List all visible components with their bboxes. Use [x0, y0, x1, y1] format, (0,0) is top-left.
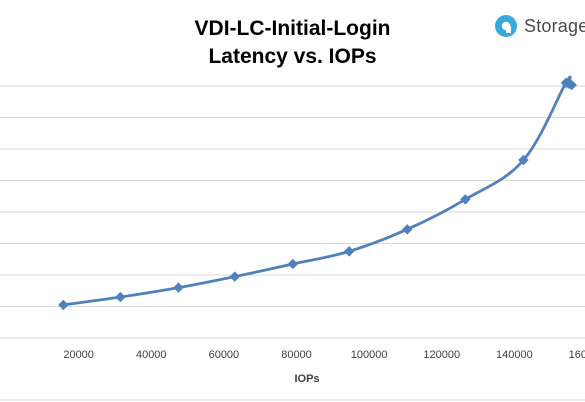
data-point: [402, 224, 413, 235]
chart-title: VDI-LC-Initial-Login: [194, 17, 391, 40]
x-tick-label: 20000: [63, 349, 94, 361]
data-point: [460, 194, 471, 205]
x-tick-label: 40000: [136, 349, 167, 361]
data-point: [173, 282, 184, 293]
x-tick-label: 140000: [496, 349, 533, 361]
data-point: [58, 299, 69, 311]
x-tick-label: 120000: [423, 349, 460, 361]
data-point: [566, 79, 577, 91]
data-point: [287, 258, 299, 270]
data-point: [115, 291, 126, 303]
data-point: [518, 154, 529, 166]
x-tick-label: 80000: [281, 349, 312, 361]
brand-logo: Storage: [494, 14, 585, 38]
x-axis-label: IOPs: [294, 373, 319, 385]
x-tick-label: 100000: [351, 349, 388, 361]
x-tick-label: 160000: [569, 349, 585, 361]
data-point: [229, 271, 240, 282]
storage-logo-icon: [495, 15, 517, 37]
chart-subtitle: Latency vs. IOPs: [208, 45, 377, 68]
brand-name: Storage: [524, 15, 585, 36]
x-tick-label: 60000: [209, 349, 240, 361]
series-line: [63, 75, 573, 307]
data-point: [343, 246, 355, 257]
